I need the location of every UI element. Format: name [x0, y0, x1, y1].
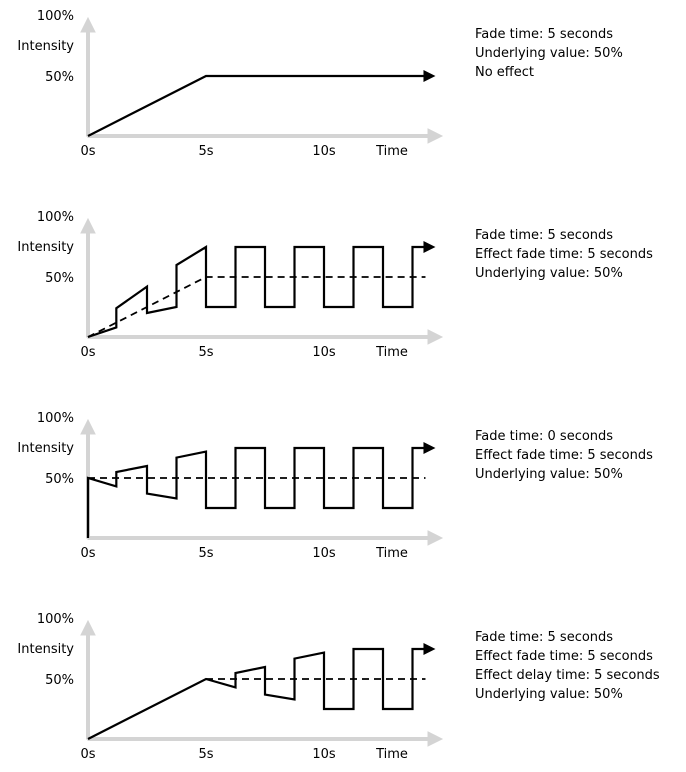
- y-axis-title: Intensity: [17, 240, 74, 255]
- y-axis-arrow: [80, 619, 96, 636]
- x-axis-title: Time: [375, 546, 408, 561]
- y-axis-line: [86, 632, 90, 740]
- panel-note: Fade time: 0 seconds: [475, 429, 613, 444]
- y-label-100: 100%: [37, 411, 74, 426]
- y-axis-title: Intensity: [17, 441, 74, 456]
- x-label-0: 0s: [80, 546, 95, 561]
- intensity-line: [86, 446, 426, 538]
- x-label-10: 10s: [312, 144, 336, 159]
- panel-note: Underlying value: 50%: [475, 687, 623, 702]
- y-axis-title: Intensity: [17, 642, 74, 657]
- panel-note: Fade time: 5 seconds: [475, 27, 613, 42]
- x-axis-title: Time: [375, 345, 408, 360]
- y-axis-line: [86, 230, 90, 338]
- intensity-line: [87, 74, 426, 137]
- panel-note: Underlying value: 50%: [475, 467, 623, 482]
- y-axis-arrow: [80, 16, 96, 33]
- panel-note: Effect delay time: 5 seconds: [475, 668, 660, 683]
- y-label-100: 100%: [37, 612, 74, 627]
- y-label-50: 50%: [45, 271, 74, 286]
- panel-note: Effect fade time: 5 seconds: [475, 247, 653, 262]
- x-label-5: 5s: [198, 546, 213, 561]
- x-label-5: 5s: [198, 345, 213, 360]
- y-label-100: 100%: [37, 210, 74, 225]
- x-axis-arrow: [427, 128, 444, 144]
- x-label-5: 5s: [198, 747, 213, 762]
- panel-note: No effect: [475, 65, 534, 80]
- x-axis-arrow: [427, 530, 444, 546]
- x-axis-arrow: [427, 329, 444, 345]
- x-label-10: 10s: [312, 546, 336, 561]
- x-label-0: 0s: [80, 144, 95, 159]
- panel-note: Underlying value: 50%: [475, 46, 623, 61]
- x-label-5: 5s: [198, 144, 213, 159]
- intensity-line: [87, 647, 426, 740]
- x-label-10: 10s: [312, 747, 336, 762]
- y-label-50: 50%: [45, 472, 74, 487]
- panel-note: Effect fade time: 5 seconds: [475, 448, 653, 463]
- y-axis-arrow: [80, 217, 96, 234]
- panel-3: 100% Intensity 50% 0s 5s 10s Time Fade time: 0 …: [17, 411, 653, 561]
- y-axis-arrow: [80, 418, 96, 435]
- x-label-10: 10s: [312, 345, 336, 360]
- intensity-arrow-head: [423, 70, 436, 82]
- intensity-arrow-head: [423, 442, 436, 454]
- y-label-50: 50%: [45, 673, 74, 688]
- panel-note: Fade time: 5 seconds: [475, 228, 613, 243]
- x-axis-arrow: [427, 731, 444, 747]
- panel-note: Fade time: 5 seconds: [475, 630, 613, 645]
- y-axis-line: [86, 29, 90, 137]
- x-axis-line: [87, 536, 431, 540]
- x-axis-line: [87, 335, 431, 339]
- y-label-100: 100%: [37, 9, 74, 24]
- intensity-arrow-head: [423, 241, 436, 253]
- x-axis-title: Time: [375, 747, 408, 762]
- x-label-0: 0s: [80, 747, 95, 762]
- x-axis-line: [87, 134, 431, 138]
- x-label-0: 0s: [80, 345, 95, 360]
- intensity-line: [87, 245, 426, 339]
- panel-1: 100% Intensity 50% 0s 5s 10s Time Fade time: 5 …: [17, 9, 622, 159]
- underlying-value-line: [87, 276, 426, 338]
- panel-note: Underlying value: 50%: [475, 266, 623, 281]
- intensity-arrow-head: [423, 643, 436, 655]
- panel-2: 100% Intensity 50% 0s 5s 10s Time Fade time: 5 …: [17, 210, 653, 360]
- x-axis-line: [87, 737, 431, 741]
- panel-4: 100% Intensity 50% 0s 5s 10s Time Fade time: 5 …: [17, 612, 659, 762]
- y-label-50: 50%: [45, 70, 74, 85]
- x-axis-title: Time: [375, 144, 408, 159]
- panel-note: Effect fade time: 5 seconds: [475, 649, 653, 664]
- y-axis-title: Intensity: [17, 39, 74, 54]
